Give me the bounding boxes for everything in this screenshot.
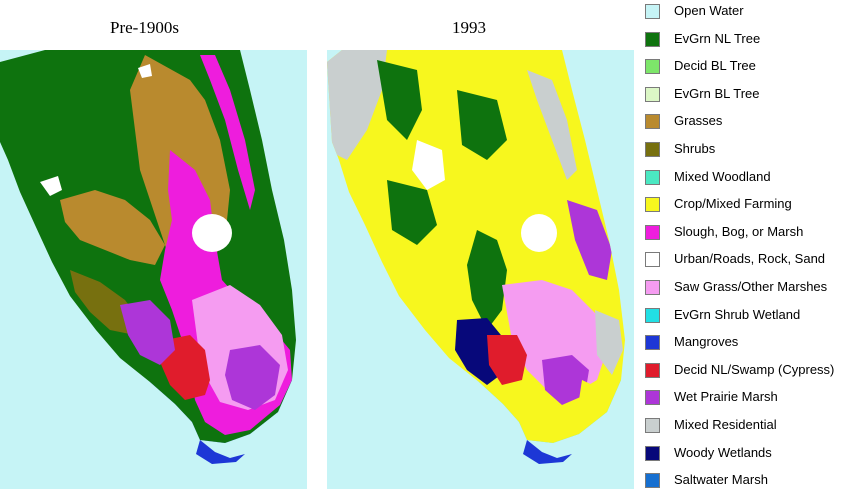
legend-item: EvGrn Shrub Wetland xyxy=(645,306,850,326)
legend-swatch xyxy=(645,418,660,433)
legend-item: EvGrn NL Tree xyxy=(645,30,850,50)
legend-swatch xyxy=(645,280,660,295)
legend-swatch xyxy=(645,362,660,378)
legend-swatch xyxy=(645,114,660,130)
legend-label: Grasses xyxy=(674,113,723,129)
legend-swatch xyxy=(645,4,660,19)
legend-label: Wet Prairie Marsh xyxy=(674,389,778,405)
legend-swatch xyxy=(645,335,660,351)
legend-item: Woody Wetlands xyxy=(645,444,850,464)
legend-swatch xyxy=(645,197,660,213)
legend-item: Urban/Roads, Rock, Sand xyxy=(645,250,850,270)
legend-label: Mixed Woodland xyxy=(674,168,771,184)
legend-item: Mixed Woodland xyxy=(645,168,850,188)
legend-swatch xyxy=(645,224,660,240)
legend-label: Saw Grass/Other Marshes xyxy=(674,279,828,294)
legend-swatch xyxy=(645,252,660,268)
legend-label: EvGrn BL Tree xyxy=(674,85,760,101)
legend-swatch xyxy=(645,169,660,185)
legend-item: Slough, Bog, or Marsh xyxy=(645,223,850,243)
legend-item: Grasses xyxy=(645,112,850,132)
legend-swatch xyxy=(645,86,660,102)
legend-label: Crop/Mixed Farming xyxy=(674,196,792,212)
legend-item: Saw Grass/Other Marshes xyxy=(645,278,850,298)
legend-item: Mixed Residential xyxy=(645,416,850,436)
legend-swatch xyxy=(645,31,660,47)
legend-item: EvGrn BL Tree xyxy=(645,85,850,105)
legend-item: Decid BL Tree xyxy=(645,57,850,77)
legend-label: Decid NL/Swamp (Cypress) xyxy=(674,361,835,377)
legend-label: Mixed Residential xyxy=(674,417,777,432)
legend-item: Shrubs xyxy=(645,140,850,160)
legend-item: Mangroves xyxy=(645,333,850,353)
legend-label: Slough, Bog, or Marsh xyxy=(674,223,804,239)
right-map-title: 1993 xyxy=(452,18,486,37)
legend-label: Urban/Roads, Rock, Sand xyxy=(674,251,826,267)
legend-label: Woody Wetlands xyxy=(674,444,772,460)
left-map-title: Pre-1900s xyxy=(110,18,179,37)
legend-label: EvGrn Shrub Wetland xyxy=(674,306,801,322)
legend-swatch xyxy=(645,307,660,323)
legend-label: EvGrn NL Tree xyxy=(674,30,761,46)
legend-item: Wet Prairie Marsh xyxy=(645,388,850,408)
legend-item: Crop/Mixed Farming xyxy=(645,195,850,215)
legend-item: Open Water xyxy=(645,2,850,22)
legend-swatch xyxy=(645,390,660,406)
legend-item: Decid NL/Swamp (Cypress) xyxy=(645,361,850,381)
legend-label: Decid BL Tree xyxy=(674,58,756,74)
legend-swatch xyxy=(645,142,660,157)
pre-1900s-landcover-map xyxy=(0,50,307,489)
1993-landcover-map xyxy=(327,50,634,489)
legend-label: Open Water xyxy=(674,3,744,18)
legend-swatch xyxy=(645,473,660,489)
legend-label: Saltwater Marsh xyxy=(674,472,768,488)
legend-swatch xyxy=(645,59,660,75)
legend-item: Saltwater Marsh xyxy=(645,471,850,491)
legend-label: Mangroves xyxy=(674,334,739,350)
legend-label: Shrubs xyxy=(674,141,716,156)
legend-swatch xyxy=(645,445,660,461)
